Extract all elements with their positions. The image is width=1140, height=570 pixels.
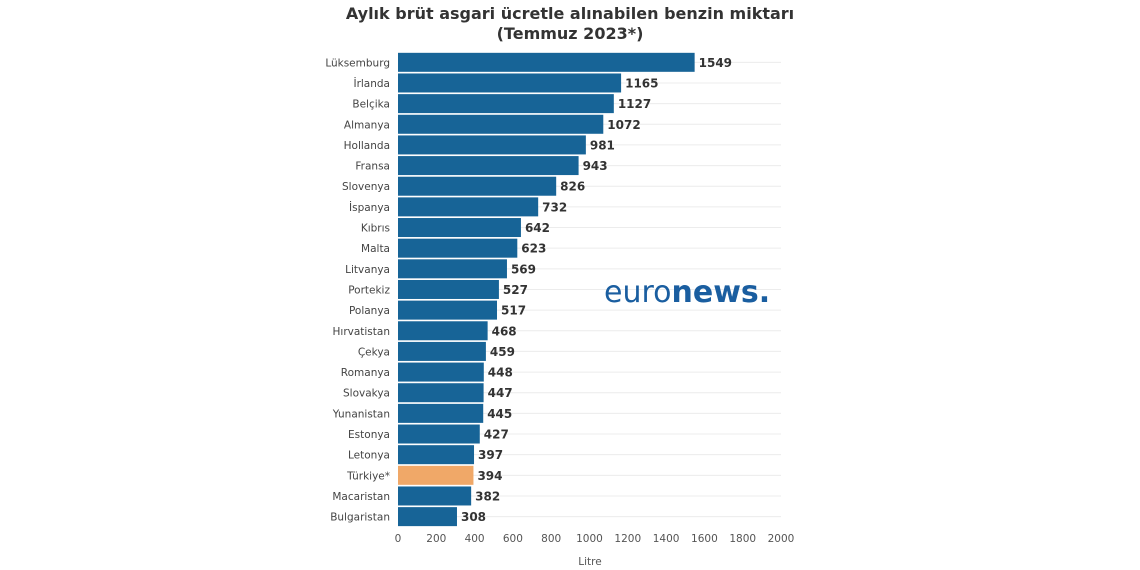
bar-İspanya (398, 197, 539, 217)
bars: Lüksemburg 1549 İrlanda 1165 Belçika 1127 Alma… (325, 52, 732, 527)
x-tick-label: 1000 (576, 533, 603, 545)
bar-Polanya (398, 300, 498, 320)
bar-Litvanya (398, 259, 507, 279)
data-label: 527 (503, 283, 528, 297)
category-label: Almanya (344, 119, 390, 131)
category-label: Çekya (358, 346, 390, 358)
data-label: 517 (501, 304, 526, 318)
bar-Kıbrıs (398, 218, 521, 238)
category-label: Belçika (352, 99, 390, 111)
bar-Belçika (398, 94, 614, 114)
category-label: Türkiye* (346, 470, 390, 482)
bar-Türkiye* (398, 465, 474, 485)
bar-Fransa (398, 156, 579, 176)
bar-Almanya (398, 114, 604, 134)
chart-title: Aylık brüt asgari ücretle alınabilen ben… (346, 4, 794, 23)
data-label: 468 (492, 324, 517, 338)
logo-text-bold: news (672, 275, 759, 310)
bar-İrlanda (398, 73, 622, 93)
category-label: Malta (361, 243, 390, 255)
data-label: 1127 (618, 97, 651, 111)
bar-Lüksemburg (398, 52, 695, 72)
category-label: Hırvatistan (333, 326, 391, 338)
bar-Macaristan (398, 486, 472, 506)
category-label: Slovakya (343, 388, 390, 400)
data-label: 623 (521, 242, 546, 256)
data-label: 732 (542, 200, 567, 214)
data-label: 427 (484, 428, 509, 442)
bar-Malta (398, 238, 518, 258)
category-label: Litvanya (345, 264, 390, 276)
data-label: 943 (583, 159, 608, 173)
data-label: 394 (477, 469, 502, 483)
data-label: 382 (475, 489, 500, 503)
data-label: 459 (490, 345, 515, 359)
x-tick-label: 800 (541, 533, 561, 545)
category-label: Kıbrıs (361, 223, 390, 235)
bar-Portekiz (398, 279, 499, 299)
data-label: 447 (488, 386, 513, 400)
category-label: Yunanistan (332, 408, 390, 420)
bar-Letonya (398, 445, 475, 465)
x-axis-label: Litre (578, 556, 601, 568)
data-label: 1165 (625, 76, 658, 90)
x-tick-label: 200 (426, 533, 446, 545)
data-label: 1072 (607, 118, 640, 132)
x-tick-label: 1800 (729, 533, 756, 545)
category-label: Lüksemburg (325, 57, 390, 69)
x-tick-label: 1600 (691, 533, 718, 545)
data-label: 569 (511, 262, 536, 276)
category-label: Macaristan (332, 491, 390, 503)
logo-text-light: euro (604, 275, 672, 310)
x-tick-label: 1200 (614, 533, 641, 545)
x-tick-label: 600 (503, 533, 523, 545)
category-label: Estonya (348, 429, 390, 441)
bar-Hırvatistan (398, 321, 488, 341)
x-tick-label: 1400 (653, 533, 680, 545)
category-label: Slovenya (342, 181, 390, 193)
category-label: Hollanda (344, 140, 390, 152)
bar-Bulgaristan (398, 507, 457, 527)
category-label: Polanya (349, 305, 390, 317)
bar-Romanya (398, 362, 484, 382)
x-axis-ticks: 0 200 400 600 800 1000 1200 1400 1600 1800 2000 (395, 533, 795, 545)
data-label: 1549 (699, 56, 732, 70)
bar-Çekya (398, 341, 486, 361)
category-label: Letonya (348, 450, 390, 462)
category-label: Fransa (355, 161, 390, 173)
category-label: İrlanda (353, 77, 390, 90)
bar-Estonya (398, 424, 480, 444)
category-label: Romanya (341, 367, 390, 379)
x-tick-label: 0 (395, 533, 402, 545)
bar-Yunanistan (398, 403, 484, 423)
category-label: Portekiz (348, 284, 390, 296)
bar-Slovenya (398, 176, 557, 196)
data-label: 445 (487, 407, 512, 421)
x-tick-label: 400 (465, 533, 485, 545)
data-label: 397 (478, 448, 503, 462)
euronews-logo: euronews. (604, 275, 770, 310)
svg-text:euronews.: euronews. (604, 275, 770, 310)
chart-subtitle: (Temmuz 2023*) (497, 24, 644, 43)
data-label: 642 (525, 221, 550, 235)
category-label: İspanya (349, 201, 390, 214)
bar-Slovakya (398, 383, 484, 403)
bar-Hollanda (398, 135, 586, 155)
category-label: Bulgaristan (330, 512, 390, 524)
x-tick-label: 2000 (768, 533, 795, 545)
data-label: 826 (560, 180, 585, 194)
data-label: 981 (590, 138, 615, 152)
data-label: 308 (461, 510, 486, 524)
data-label: 448 (488, 366, 513, 380)
logo-dot: . (759, 275, 770, 310)
